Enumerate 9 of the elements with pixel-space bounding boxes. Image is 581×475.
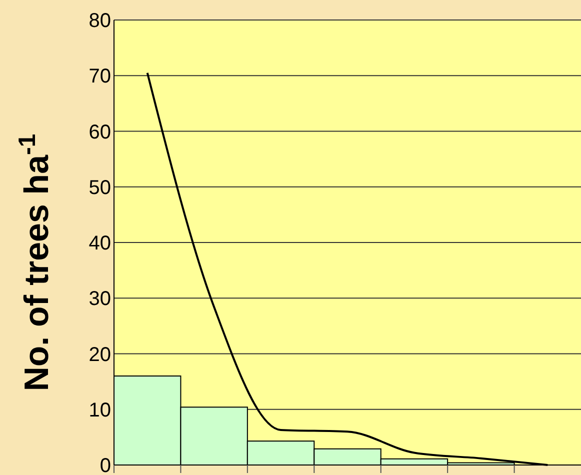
y-tick-label: 0 — [100, 455, 111, 475]
y-tick-label: 20 — [88, 344, 111, 366]
y-tick-label: 60 — [88, 121, 111, 144]
y-tick-label: 50 — [88, 176, 111, 199]
y-tick-label: 10 — [88, 399, 111, 422]
y-tick-label: 40 — [88, 232, 111, 254]
y-tick-label: 80 — [88, 10, 111, 32]
y-tick-label: 30 — [88, 288, 111, 310]
y-tick-label: 70 — [88, 66, 111, 88]
